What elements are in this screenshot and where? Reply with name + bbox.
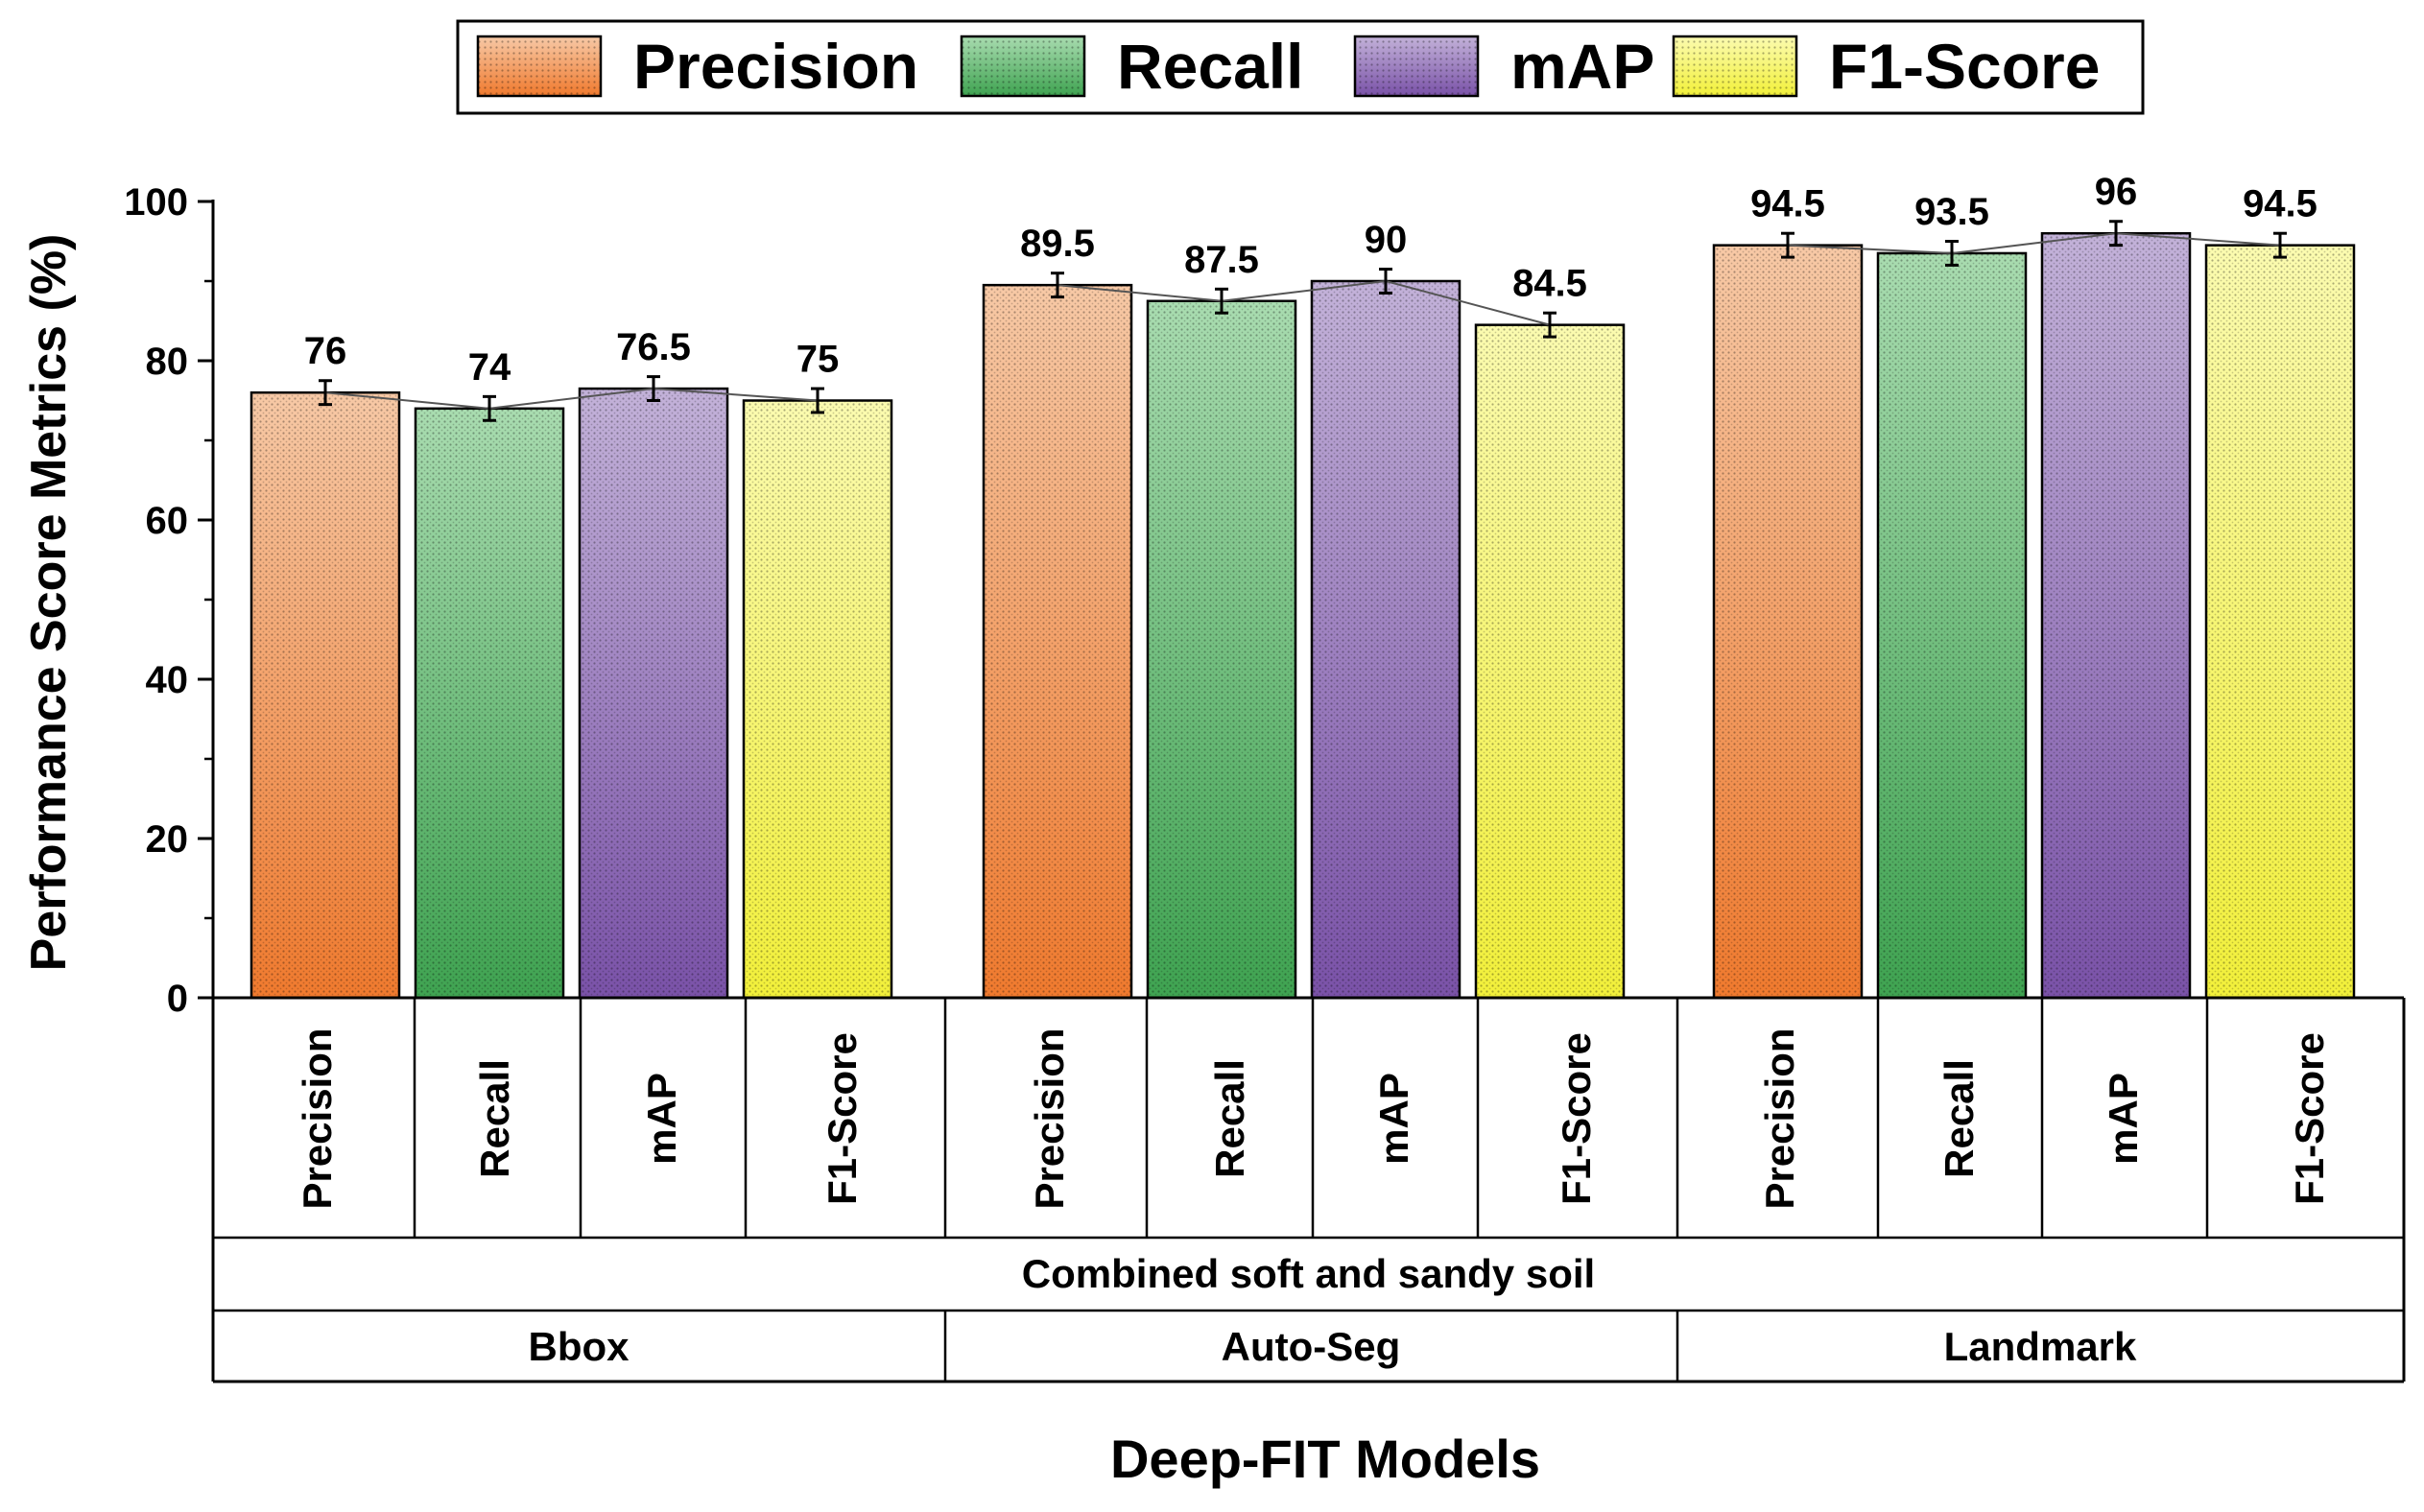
group-label-auto-seg: Auto-Seg [1222,1324,1401,1369]
error-bars-layer [319,220,2287,422]
category-label-landmark-precision: Precision [1757,1028,1802,1209]
legend-label-map: mAP [1510,31,1654,102]
bar-texture [1476,324,1624,998]
x-axis-title: Deep-FIT Models [1110,1429,1540,1489]
value-label-bbox-f1-score: 75 [796,339,840,381]
legend-label-precision: Precision [633,31,918,102]
category-table: Precision Recall mAP F1-Score Precision Recal… [211,998,2406,1383]
legend-swatch-texture [1674,36,1796,96]
bar-texture [580,389,727,998]
value-label-bbox-map: 76.5 [616,326,691,368]
y-tick-label-0: 0 [167,978,188,1020]
category-label-bbox-f1-score: F1-Score [820,1032,865,1205]
category-label-landmark-f1-score: F1-Score [2287,1032,2332,1205]
trend-line-landmark [1787,232,2281,254]
y-tick-label-100: 100 [124,181,188,224]
y-axis-title: Performance Score Metrics (%) [21,234,77,972]
value-label-landmark-f1-score: 94.5 [2243,183,2317,225]
y-tick-label-20: 20 [146,818,189,861]
bar-texture [984,285,1131,998]
legend: Precision Recall mAP F1-Score [456,19,2145,115]
value-label-auto-seg-recall: 87.5 [1184,239,1259,281]
trend-lines-layer [324,232,2281,410]
category-label-landmark-map: mAP [2101,1073,2146,1165]
bar-texture [1714,245,1862,998]
category-label-auto-seg-f1-score: F1-Score [1554,1032,1599,1205]
group-label-landmark: Landmark [1944,1324,2137,1369]
category-label-landmark-recall: Recall [1937,1059,1982,1178]
y-tick-label-40: 40 [146,659,189,701]
legend-swatch-texture [478,36,601,96]
category-label-bbox-map: mAP [639,1073,684,1165]
value-label-auto-seg-precision: 89.5 [1020,223,1095,265]
bar-texture [2206,245,2354,998]
trend-line-bbox [324,388,819,410]
value-labels-layer: 76 74 76.5 75 89.5 87.5 90 84.5 94.5 93.5 96 94.5 [304,171,2317,389]
bars-layer [250,231,2356,1000]
bar-texture [251,392,399,998]
value-label-landmark-map: 96 [2095,171,2138,213]
bar-texture [1312,281,1460,998]
group-label-bbox: Bbox [529,1324,630,1369]
value-label-bbox-recall: 74 [468,346,511,389]
bar-texture [416,408,563,998]
value-label-landmark-precision: 94.5 [1750,183,1825,225]
category-label-auto-seg-map: mAP [1371,1073,1416,1165]
category-label-bbox-recall: Recall [472,1059,517,1178]
legend-swatch-texture [1355,36,1478,96]
value-label-auto-seg-f1-score: 84.5 [1512,263,1587,305]
legend-box [456,19,2145,115]
bar-texture [2042,233,2190,998]
legend-label-f1-score: F1-Score [1829,31,2100,102]
bar-texture [744,400,891,998]
category-label-auto-seg-recall: Recall [1207,1059,1252,1178]
category-label-auto-seg-precision: Precision [1027,1028,1072,1209]
bar-texture [1878,252,2026,998]
legend-label-recall: Recall [1117,31,1303,102]
trend-line-auto-seg [1057,279,1551,326]
y-tick-label-60: 60 [146,500,189,542]
value-label-landmark-recall: 93.5 [1914,191,1989,233]
bar-texture [1148,300,1295,998]
value-label-auto-seg-map: 90 [1365,219,1408,261]
value-label-bbox-precision: 76 [304,330,347,372]
condition-label: Combined soft and sandy soil [1022,1251,1595,1296]
y-tick-label-80: 80 [146,341,189,383]
legend-swatch-texture [962,36,1084,96]
axes-layer: 0 20 40 60 80 100 Performance Score Metrics (%… [21,181,2404,1489]
category-label-bbox-precision: Precision [295,1028,340,1209]
